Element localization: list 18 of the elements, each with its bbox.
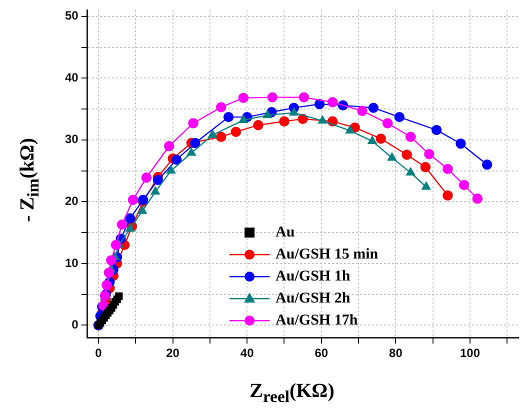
- x-tick-label: 80: [389, 346, 403, 360]
- x-tick-label: 20: [166, 346, 180, 360]
- legend-label: Au/GSH 2h: [276, 290, 351, 306]
- x-tick-label: 0: [95, 346, 102, 360]
- x-tick-label: 60: [314, 346, 328, 360]
- y-tick-label: 10: [64, 256, 79, 270]
- y-tick-label: 0: [72, 318, 79, 332]
- x-tick-label: 100: [460, 346, 480, 360]
- legend-label: Au: [276, 224, 295, 240]
- legend-label: Au/GSH 17h: [276, 312, 358, 328]
- legend-label: Au/GSH 15 min: [276, 246, 379, 262]
- y-tick-label: 40: [64, 70, 79, 84]
- x-tick-label: 40: [240, 346, 254, 360]
- x-axis-title: Z$_{reel}$(KΩ): [248, 380, 336, 407]
- y-tick-label: 30: [64, 132, 79, 146]
- y-tick-label: 20: [64, 194, 79, 208]
- y-tick-label: 50: [64, 8, 79, 23]
- legend-label: Au/GSH 1h: [276, 268, 351, 284]
